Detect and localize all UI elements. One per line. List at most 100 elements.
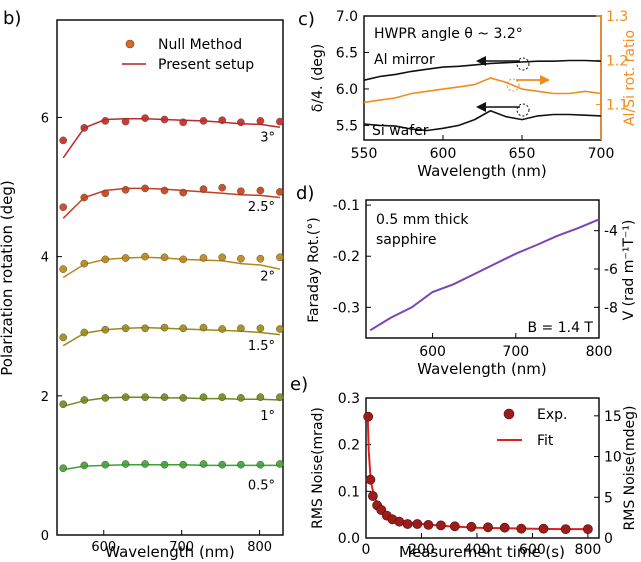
panel-b-data-point: [218, 116, 227, 125]
panel-d-y2tick-label: -8: [604, 300, 618, 316]
panel-b-data-point: [276, 460, 284, 468]
si-arrowhead: [476, 102, 486, 112]
legend-null-method: Null Method: [158, 37, 242, 53]
panel-b-data-point: [179, 324, 188, 333]
panel-b-angle-label: 1°: [260, 409, 275, 424]
ratio-arrowhead: [540, 75, 550, 85]
legend-exp-marker: [503, 408, 515, 420]
panel-b-frame: [56, 19, 284, 536]
panel-e-ytick-label: 0.0: [338, 531, 360, 547]
legend-null-method-marker: [125, 39, 135, 49]
panel-d-ytick-label: -0.2: [333, 249, 360, 265]
panel-b-data-point: [141, 393, 149, 402]
panel-b-data-point: [256, 324, 265, 333]
panel-e-xtick-label: 800: [575, 542, 602, 558]
panel-e-xlabel: Measurement time (s): [399, 543, 565, 561]
panel-e-xtick-label: 400: [464, 542, 491, 558]
panel-e-ytick-label: 0.1: [338, 484, 360, 500]
panel-b-series-line: [62, 118, 281, 159]
panel-b-data-point: [121, 324, 130, 333]
panel-b-data-point: [179, 255, 188, 264]
panel-b-data-point: [80, 461, 89, 470]
panel-b-data-point: [141, 114, 149, 122]
panel-b-data-point: [80, 193, 89, 202]
panel-b-data-point: [101, 460, 110, 469]
panel-e-data-point: [538, 523, 549, 534]
al-arrowhead: [476, 56, 486, 66]
legend-present-setup: Present setup: [158, 57, 254, 73]
panel-b-ytick-label: 4: [41, 251, 49, 266]
panel-b-data-point: [80, 396, 89, 404]
panel-c-ytick-label: 6.5: [336, 45, 358, 61]
panel-d-ylabel: Faraday Rot.(°): [306, 217, 322, 322]
panel-b-data-point: [121, 117, 130, 126]
panel-e-ylabel: RMS Noise(mrad): [310, 407, 326, 529]
panel-b-data-point: [199, 185, 208, 193]
panel-b-series-line: [62, 187, 280, 219]
panel-e-data-point: [423, 520, 434, 530]
panel-b-data-point: [256, 254, 265, 263]
si-dotted-circle: [516, 103, 530, 117]
panel-b-data-point: [59, 265, 68, 273]
panel-d-y2tick-label: -6: [604, 262, 618, 278]
panel-b-data-point: [80, 124, 89, 132]
panel-e-data-point: [412, 519, 423, 529]
panel-b-data-point: [160, 460, 169, 469]
panel-d-y2label: V (rad m⁻¹T⁻¹): [621, 220, 637, 321]
panel-d-y2tick-label: -4: [604, 224, 618, 240]
panel-e-data-point: [402, 519, 413, 529]
ratio-dotted-circle: [506, 78, 520, 92]
panel-b-ytick-label: 0: [41, 529, 49, 544]
panel-e-data-point: [516, 523, 527, 534]
panel-b-data-point: [237, 254, 245, 263]
panel-b-data-point: [101, 189, 110, 198]
panel-c-xtick-label: 700: [588, 146, 615, 162]
panel-c: 550 600 650 700 5.5 6.0 6.5 7.0 1.1 1.2 1.3 HWPR a…: [310, 9, 638, 180]
panel-e-xtick-label: 200: [408, 542, 435, 558]
panel-b-data-point: [59, 464, 68, 473]
panel-c-xtick-label: 650: [509, 146, 536, 162]
panel-b-data-point: [256, 186, 265, 195]
legend-exp: Exp.: [537, 407, 567, 423]
panel-d-annotation-thickness: 0.5 mm thick: [376, 212, 469, 228]
panel-b-data-point: [218, 393, 227, 402]
panel-e-y2tick-label: 15: [604, 409, 622, 425]
panel-e-data-point: [435, 520, 446, 531]
panel-b-data-point: [237, 187, 245, 196]
panel-label-e: e): [290, 374, 308, 395]
panel-d-ytick-label: -0.1: [333, 198, 360, 214]
al-dotted-circle: [516, 57, 530, 71]
panel-b-data-point: [218, 460, 227, 469]
panel-d-xlabel: Wavelength (nm): [417, 360, 547, 378]
panel-e-data-point: [499, 522, 510, 533]
panel-b-data-point: [141, 252, 149, 261]
panel-c-y2label: Al/Si rot. ratio: [622, 30, 638, 126]
panel-b-data-point: [199, 393, 208, 402]
panel-b-data-point: [59, 203, 68, 212]
panel-c-y2tick-label: 1.2: [606, 53, 628, 69]
panel-b-data-point: [179, 118, 188, 127]
panel-b-data-point: [101, 255, 110, 264]
panel-b-angle-label: 2°: [260, 270, 275, 285]
panel-b-data-point: [121, 393, 130, 402]
label-si-wafer: Si wafer: [372, 123, 429, 139]
panel-b-series-line: [62, 256, 281, 279]
panel-b-data-point: [121, 254, 130, 262]
panel-d-xtick-label: 600: [419, 344, 446, 360]
panel-b-data-point: [141, 460, 149, 468]
panel-e-y2tick-label: 0: [604, 531, 613, 547]
panel-b-data-point: [179, 460, 188, 469]
panel-b-data-point: [256, 460, 265, 469]
panel-c-xtick-label: 550: [351, 146, 378, 162]
panel-b-data-point: [218, 183, 227, 192]
panel-e-fit-line: [366, 416, 588, 531]
panel-d-xtick-label: 700: [502, 344, 529, 360]
panel-d-annotation-field: B = 1.4 T: [527, 320, 593, 336]
label-al-mirror: Al mirror: [374, 52, 435, 68]
panel-c-series-line: [363, 77, 602, 104]
panel-b-xtick-label: 700: [169, 540, 194, 555]
panel-b-data-point: [160, 115, 169, 124]
panel-c-xtick-label: 600: [430, 146, 457, 162]
panel-c-series-line: [363, 109, 602, 132]
